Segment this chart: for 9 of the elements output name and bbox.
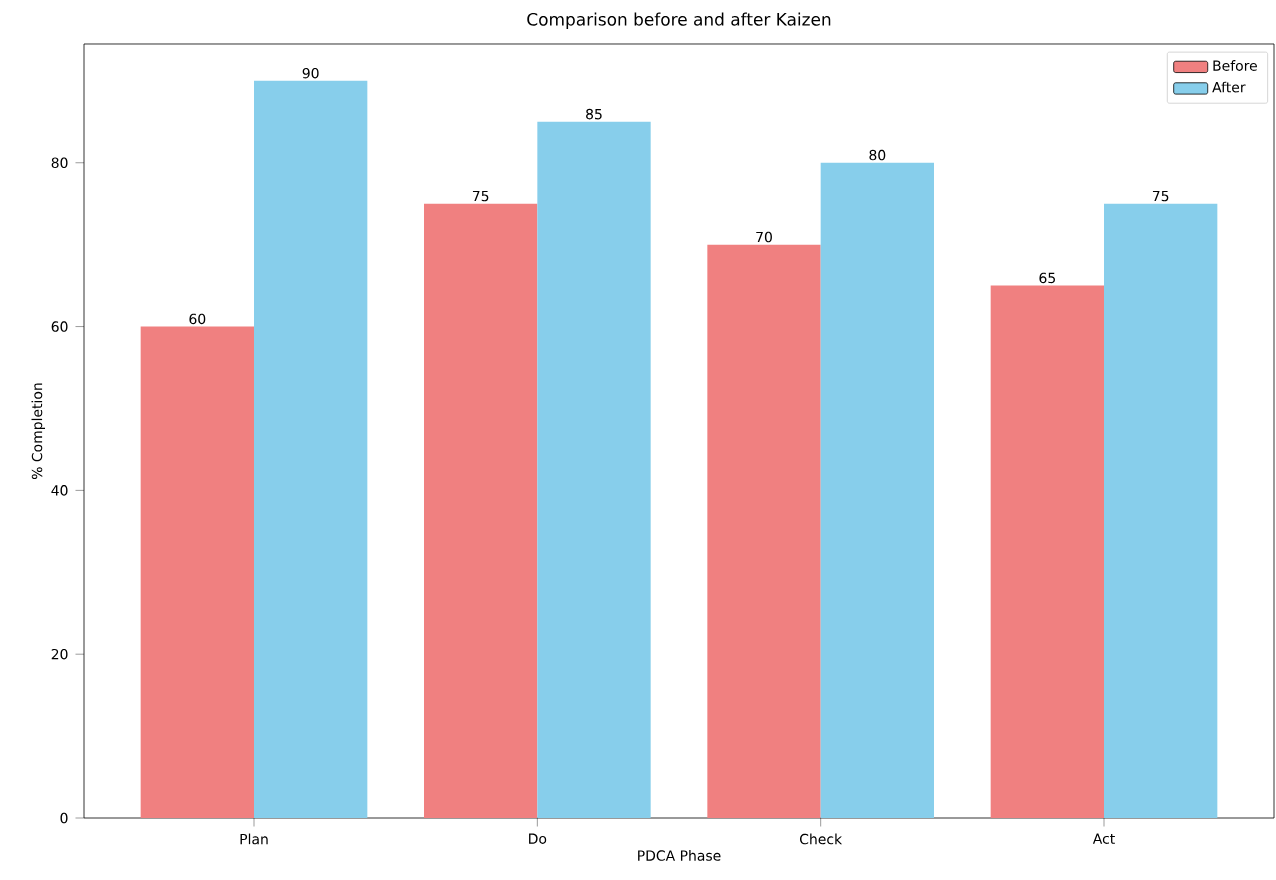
bar	[537, 121, 651, 818]
bar	[424, 203, 538, 818]
bar	[1104, 203, 1218, 818]
bar	[140, 326, 254, 818]
chart-title: Comparison before and after Kaizen	[527, 12, 831, 29]
bar	[707, 244, 821, 818]
bar	[254, 80, 368, 818]
bar	[990, 285, 1105, 818]
bar	[820, 162, 934, 818]
